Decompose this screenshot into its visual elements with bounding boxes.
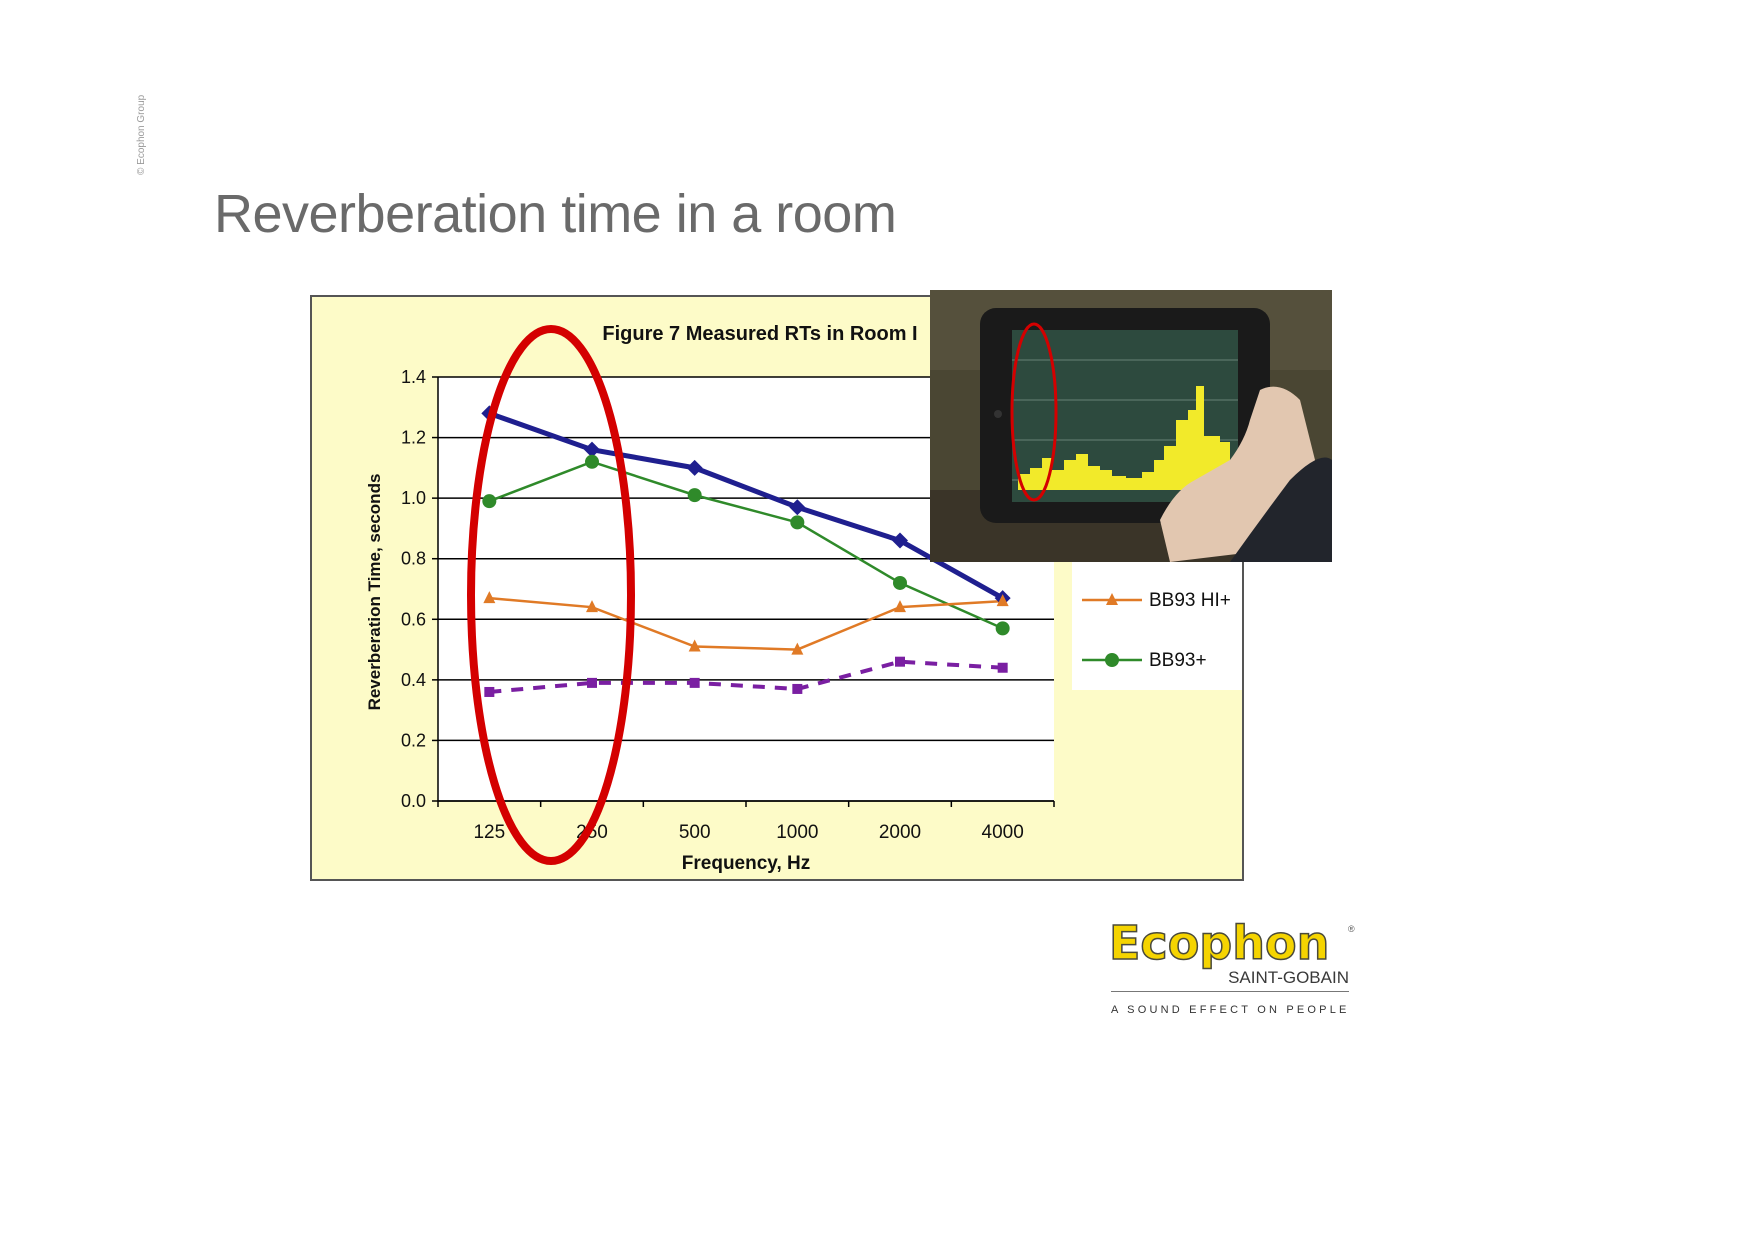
logo-registered-mark: ® xyxy=(1348,924,1355,934)
y-tick-label: 0.0 xyxy=(401,791,426,811)
y-tick-label: 1.4 xyxy=(401,367,426,387)
data-point xyxy=(686,459,703,476)
tablet-button-icon xyxy=(994,410,1002,418)
data-point xyxy=(484,686,495,697)
inset-highlight-ellipse xyxy=(1010,322,1058,502)
data-point xyxy=(586,600,598,613)
legend-label: BB93 HI+ xyxy=(1149,590,1231,611)
data-point xyxy=(587,677,597,688)
logo-tagline: A SOUND EFFECT ON PEOPLE xyxy=(1111,1004,1350,1016)
data-point xyxy=(585,454,599,469)
data-point xyxy=(689,677,700,688)
logo-subbrand: SAINT-GOBAIN xyxy=(1228,968,1349,987)
series-line-2 xyxy=(489,596,1003,651)
logo-wordmark: Ecophon xyxy=(1108,915,1330,971)
data-point xyxy=(482,494,497,509)
y-tick-label: 0.6 xyxy=(401,609,426,629)
series-lines xyxy=(488,410,1004,694)
legend-marker xyxy=(1106,593,1118,605)
ecophon-logo: Ecophon ® SAINT-GOBAIN A SOUND EFFECT ON… xyxy=(1105,915,1355,1028)
data-point xyxy=(895,656,905,667)
data-point xyxy=(688,639,701,652)
data-point xyxy=(894,600,906,613)
data-point xyxy=(790,515,805,530)
data-point xyxy=(997,662,1008,673)
data-point xyxy=(892,532,908,549)
legend-label: BB93+ xyxy=(1149,650,1207,671)
x-tick-label: 2000 xyxy=(879,822,921,843)
data-point xyxy=(893,575,907,590)
slide-title: Reverberation time in a room xyxy=(214,184,897,244)
data-point xyxy=(483,591,496,604)
series-line-0 xyxy=(488,410,1004,601)
y-tick-label: 0.8 xyxy=(401,549,426,569)
logo-divider xyxy=(1111,991,1349,992)
data-point xyxy=(687,488,702,503)
x-tick-label: 4000 xyxy=(982,822,1024,843)
y-tick-label: 0.2 xyxy=(401,730,426,750)
data-point xyxy=(791,642,804,655)
y-tick-label: 1.0 xyxy=(401,488,426,508)
inset-photo xyxy=(930,290,1332,562)
y-tick-label: 0.4 xyxy=(401,670,426,690)
y-tick-label: 1.2 xyxy=(401,428,426,448)
series-line-1 xyxy=(488,460,1004,630)
legend: BB93 HI+ BB93+ xyxy=(1082,590,1231,671)
data-point xyxy=(789,499,806,516)
x-tick-label: 125 xyxy=(473,822,505,843)
legend-marker xyxy=(1105,653,1119,667)
legend-box xyxy=(1072,560,1242,690)
x-tick-label: 1000 xyxy=(776,822,818,843)
sleeve xyxy=(1230,457,1332,562)
x-tick-label: 500 xyxy=(679,822,711,843)
data-point xyxy=(792,683,803,694)
chart-title: Figure 7 Measured RTs in Room I xyxy=(602,323,917,345)
series-markers xyxy=(481,405,1011,697)
data-point xyxy=(584,441,600,458)
data-point xyxy=(995,621,1010,636)
data-point xyxy=(996,594,1009,607)
tablet-photo-illustration xyxy=(930,290,1332,562)
highlight-ellipse xyxy=(467,325,635,865)
frequency-bars xyxy=(1018,386,1230,490)
x-axis-label: Frequency, Hz xyxy=(682,853,810,874)
y-axis-label: Reverberation Time, seconds xyxy=(365,474,384,711)
